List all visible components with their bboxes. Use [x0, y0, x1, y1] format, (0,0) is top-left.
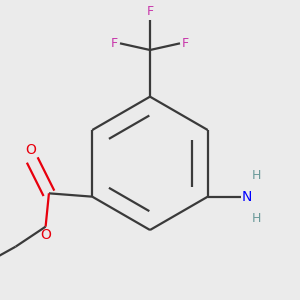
- Text: O: O: [40, 228, 51, 242]
- Text: F: F: [111, 37, 118, 50]
- Text: N: N: [242, 190, 252, 204]
- Text: O: O: [25, 143, 36, 157]
- Text: H: H: [252, 169, 261, 182]
- Text: F: F: [146, 5, 154, 18]
- Text: H: H: [252, 212, 261, 225]
- Text: F: F: [182, 37, 189, 50]
